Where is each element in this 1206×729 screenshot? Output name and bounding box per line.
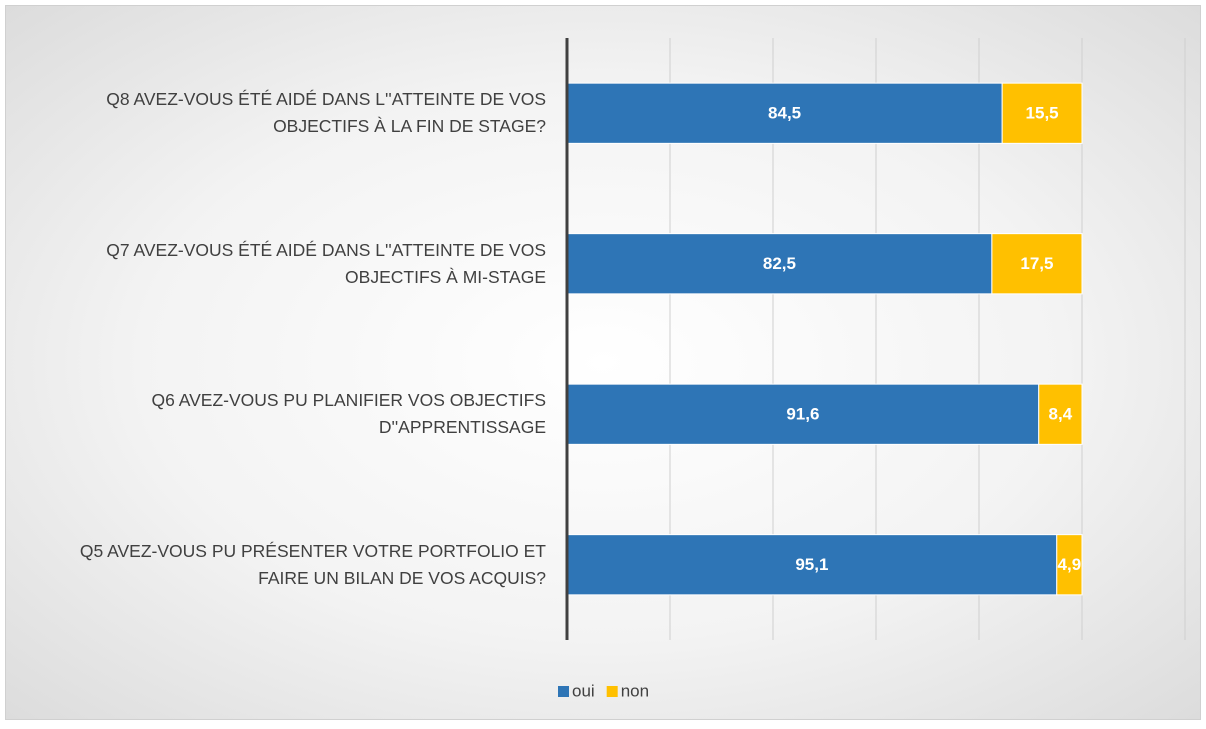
category-label: Q7 AVEZ-VOUS ÉTÉ AIDÉ DANS L''ATTEINTE D… [106,239,546,287]
legend-swatch [606,686,618,697]
category-label: Q8 AVEZ-VOUS ÉTÉ AIDÉ DANS L''ATTEINTE D… [106,89,546,137]
bar-segment [1001,82,1083,144]
legend-label: oui [572,681,595,700]
legend-swatch [558,686,569,697]
value-label: 17,5 [1020,254,1053,273]
category-label: Q5 AVEZ-VOUS PU PRÉSENTER VOTRE PORTFOLI… [79,540,546,588]
bar-segment [1038,383,1083,445]
value-label: 91,6 [786,405,819,424]
value-label: 95,1 [795,555,828,574]
legend-label: non [621,681,649,700]
value-label: 8,4 [1049,405,1073,424]
bar-segment [566,534,1058,596]
value-label: 84,5 [768,104,801,123]
value-label: 4,9 [1058,555,1082,574]
value-label: 15,5 [1026,104,1059,123]
bar-segment [1056,534,1083,596]
bar-segment [991,233,1083,295]
value-label: 82,5 [763,254,796,273]
bar-segment [566,233,993,295]
category-label: Q6 AVEZ-VOUS PU PLANIFIER VOS OBJECTIFS … [151,390,547,438]
